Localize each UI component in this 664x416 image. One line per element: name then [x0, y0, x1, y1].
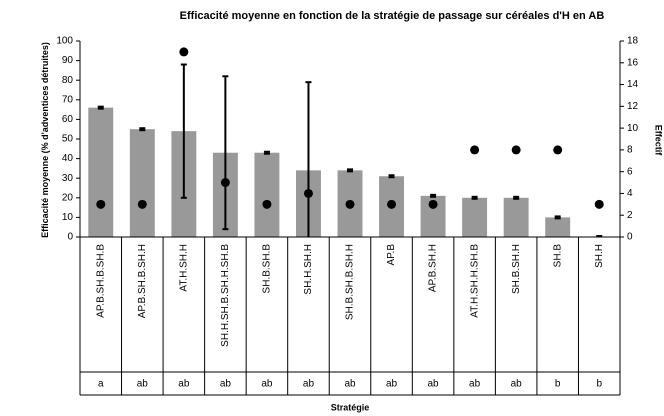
y2-tick-label: 6	[627, 166, 633, 177]
group-letter: ab	[469, 379, 481, 390]
chart-title: Efficacité moyenne en fonction de la str…	[180, 10, 605, 22]
y-tick-label: 20	[62, 192, 74, 203]
group-letter: ab	[261, 379, 273, 390]
group-letter: ab	[220, 379, 232, 390]
y-tick-label: 70	[62, 94, 74, 105]
marker	[220, 178, 230, 188]
marker	[511, 145, 521, 155]
bar	[254, 152, 280, 237]
group-letter: ab	[344, 379, 356, 390]
y2-tick-label: 0	[627, 232, 633, 243]
y-tick-label: 80	[62, 75, 74, 86]
group-letter: b	[555, 379, 561, 390]
group-letter: ab	[386, 379, 398, 390]
bar	[88, 107, 114, 237]
y-tick-label: 40	[62, 153, 74, 164]
y2-tick-label: 10	[627, 123, 639, 134]
marker	[345, 199, 355, 209]
marker	[96, 199, 106, 209]
marker	[387, 199, 397, 209]
group-letter: ab	[137, 379, 149, 390]
x-tick-label: SH.H.SH.H	[303, 244, 314, 295]
bar	[129, 129, 155, 237]
y2-tick-label: 8	[627, 145, 633, 156]
y-tick-label: 0	[67, 232, 73, 243]
group-letter: ab	[303, 379, 315, 390]
marker	[594, 199, 604, 209]
x-tick-label: SH.B	[552, 244, 563, 268]
y2-tick-label: 4	[627, 188, 633, 199]
y2-tick-label: 16	[627, 57, 639, 68]
marker	[428, 199, 438, 209]
x-tick-label: AT.H.SH.H.SH.B	[469, 244, 480, 318]
bar	[503, 197, 529, 237]
y-tick-label: 90	[62, 55, 74, 66]
marker	[303, 188, 313, 198]
plot-area	[88, 47, 604, 237]
bar	[545, 217, 571, 237]
x-tick-label: AP.B.SH.H	[428, 244, 439, 292]
y-tick-label: 60	[62, 114, 74, 125]
x-tick-label: SH.H	[594, 244, 605, 268]
marker	[137, 199, 147, 209]
y-tick-label: 10	[62, 212, 74, 223]
x-tick-label: SH.H.SH.B.SH.H.SH.B	[220, 244, 231, 347]
group-letter: a	[98, 379, 104, 390]
y2-axis-label: Effectif	[654, 125, 664, 157]
x-axis-label: Stratégie	[331, 402, 370, 412]
group-letter: b	[596, 379, 602, 390]
x-tick-label: AP.B.SH.B.SH.B	[95, 244, 106, 318]
group-letter: ab	[428, 379, 440, 390]
y-tick-label: 100	[56, 36, 73, 47]
y2-tick-label: 12	[627, 101, 639, 112]
group-letter: ab	[178, 379, 190, 390]
bar	[462, 197, 488, 237]
group-letter: ab	[511, 379, 523, 390]
x-tick-label: AP.B.SH.B.SH.H	[137, 244, 148, 318]
y-tick-label: 50	[62, 134, 74, 145]
x-tick-label: AT.H.SH.H	[178, 244, 189, 292]
x-tick-label: SH.B.SH.H	[511, 244, 522, 294]
y-tick-label: 30	[62, 173, 74, 184]
x-tick-label: AP.B	[386, 244, 397, 266]
marker	[470, 145, 480, 155]
y2-tick-label: 18	[627, 36, 639, 47]
y2-tick-label: 14	[627, 79, 639, 90]
y2-tick-label: 2	[627, 210, 633, 221]
marker	[553, 145, 563, 155]
marker	[262, 199, 272, 209]
x-tick-label: SH.B.SH.B	[262, 244, 273, 294]
y-axis-label: Efficacité moyenne (% d'adventices détru…	[40, 42, 50, 238]
marker	[179, 47, 189, 57]
x-tick-label: SH.B.SH.B.SH.H	[345, 244, 356, 320]
